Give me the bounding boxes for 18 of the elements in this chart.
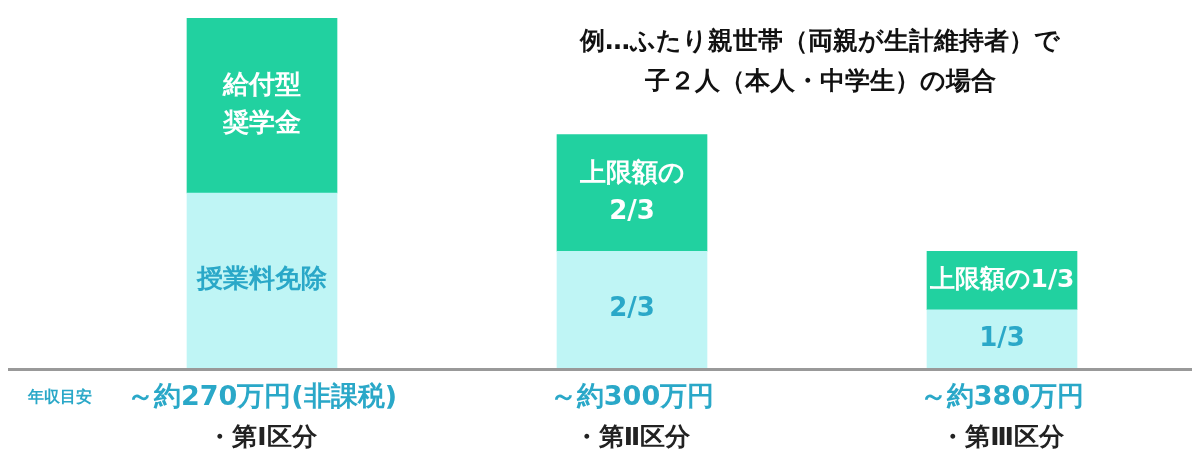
- data-label: 給付型奨学金: [222, 69, 301, 138]
- data-label: 2/3: [609, 292, 655, 323]
- data-label: 上限額の1/3: [928, 264, 1075, 294]
- x-axis-title: 年収目安: [27, 387, 92, 407]
- bar: [926, 309, 1078, 368]
- bar: [186, 192, 338, 368]
- data-label: 上限額の2/3: [578, 156, 685, 225]
- data-label: 授業料免除: [196, 263, 328, 294]
- text: ・第Ⅱ区分: [573, 421, 692, 451]
- x-tick-label: ～約270万円(非課税): [126, 380, 398, 412]
- x-tick-label: ～約380万円: [919, 380, 1085, 412]
- data-label: 1/3: [979, 321, 1025, 352]
- bar: [556, 250, 708, 368]
- x-tick-label: ～約300万円: [549, 380, 715, 412]
- bar: [186, 18, 338, 194]
- text: ・第Ⅲ区分: [940, 421, 1065, 451]
- text: 例…ふたり親世帯（両親が生計維持者）で子２人（本人・中学生）の場合: [579, 25, 1061, 95]
- text: ・第Ⅰ区分: [207, 421, 318, 451]
